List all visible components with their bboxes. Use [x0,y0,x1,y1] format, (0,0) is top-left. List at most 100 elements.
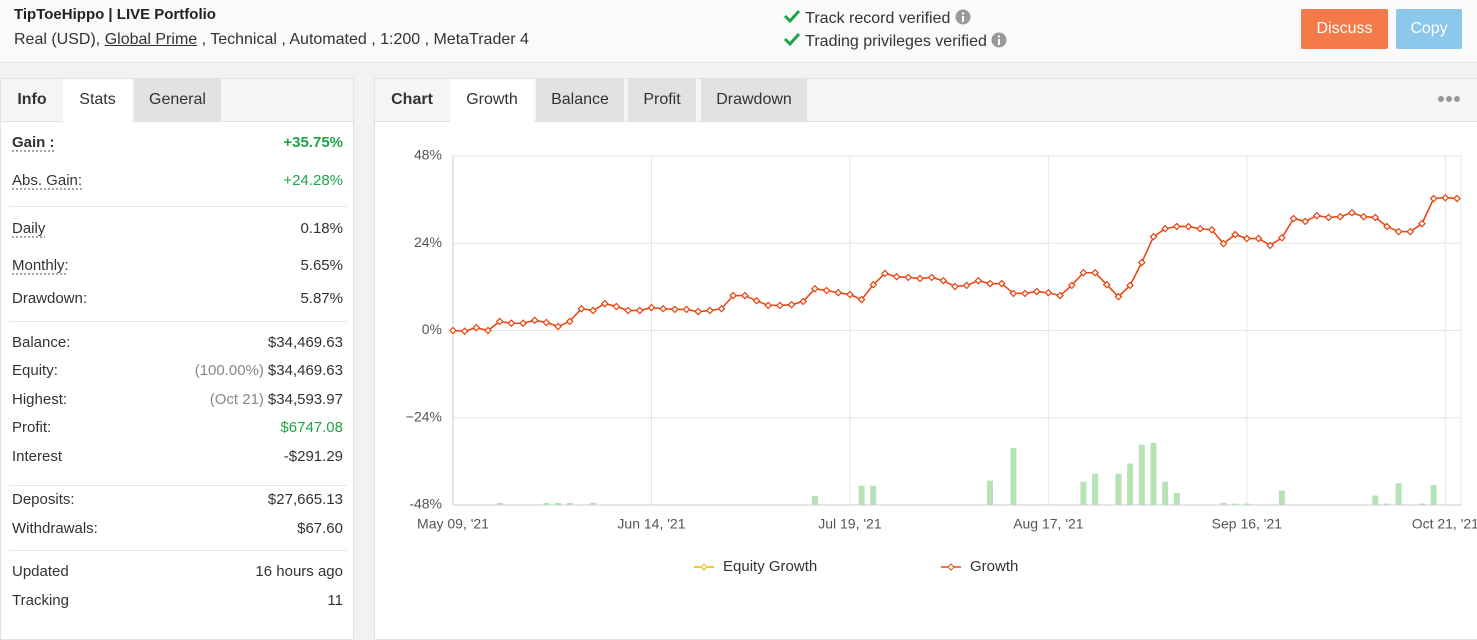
point [846,290,854,299]
point [799,297,808,306]
more-menu[interactable] [1437,95,1461,103]
separator [9,485,347,486]
point [1079,268,1088,277]
point [787,300,796,309]
discuss-button[interactable]: Discuss [1301,9,1388,49]
point [1453,194,1461,203]
y-tick-label: -48% [409,496,442,512]
stat-value-wrap: $6747.08 [280,416,343,440]
tab[interactable]: General [134,79,221,121]
point [869,280,878,289]
point [705,306,714,315]
bar [1430,485,1437,505]
x-tick-label: Aug 17, '21 [1013,516,1084,532]
point [600,299,609,308]
point [1231,230,1240,239]
tab[interactable]: Balance [536,79,624,121]
point [1418,219,1426,228]
point [892,272,901,281]
point [1137,258,1146,267]
point [1207,225,1216,234]
point [1324,213,1333,222]
stat-value: -$291.29 [283,448,343,465]
point [904,273,913,282]
stat-label: Gain : [12,134,55,151]
bar [1010,447,1017,505]
stat-value: 0.18% [300,220,343,237]
bar [566,502,573,505]
account: Real (USD), [14,31,101,48]
point [1102,280,1111,289]
point [670,305,679,314]
point [986,279,994,288]
stat-value-wrap: (100.00%) $34,469.63 [195,359,343,383]
point [939,276,948,285]
stat-value: $34,469.63 [267,334,343,351]
info-icon[interactable] [991,32,1007,48]
legend-marker [947,563,955,571]
point [1126,281,1134,290]
bar [590,502,597,505]
point [752,296,761,305]
stat-row: Highest: (Oct 21) $34,593.97 [12,388,343,412]
tab[interactable]: Info [17,91,47,108]
stat-label: Withdrawals: [12,520,98,537]
stat-label: Updated [12,563,69,580]
stat-row: Interest -$291.29 [12,445,343,469]
stat-label: Highest: [12,391,68,408]
verified-item: Track record verified [783,7,1007,30]
point [1313,211,1321,220]
tab[interactable]: Profit [628,79,696,121]
verified-text: Track record verified [805,10,951,27]
point [729,291,738,300]
stat-value-wrap: 11 [327,589,343,613]
stat-note: (Oct 21) [209,391,264,408]
stat-value: $67.60 [297,520,343,537]
bar [1278,490,1285,505]
point [1289,214,1298,223]
copy-button[interactable]: Copy [1396,9,1462,49]
point [1383,222,1391,231]
info-icon[interactable] [955,9,971,25]
point [1336,212,1345,221]
stat-row: Monthly: 5.65% [12,254,343,278]
check-icon [783,32,801,47]
stat-value-wrap: -$291.29 [284,445,343,469]
bar [555,502,562,505]
chart-label: Chart [391,91,433,108]
verified-text: Trading privileges verified [805,33,987,50]
point [507,319,516,328]
point [1278,233,1286,242]
point [1406,227,1415,236]
bar [1220,502,1227,505]
point [1254,234,1263,243]
stat-row: Updated 16 hours ago [12,560,343,584]
legend-label[interactable]: Growth [970,558,1018,575]
bar [543,502,550,505]
tab-active[interactable]: Growth [450,79,534,122]
stat-row: Drawdown: 5.87% [12,287,343,311]
stat-value: 5.87% [300,290,343,307]
stat-label: Drawdown: [12,290,88,307]
point [519,319,527,328]
tab-active[interactable]: Stats [63,79,132,122]
bar [1162,481,1169,505]
point [1044,288,1053,297]
stat-note: (100.00%) [194,362,264,379]
bar [811,495,818,505]
stat-label: Tracking [12,592,69,609]
broker-link[interactable]: Global Prime [104,31,198,48]
legend-marker [700,563,708,571]
legend-label[interactable]: Equity Growth [723,558,817,575]
point [1196,224,1205,233]
stats-panel: Info Stats General Gain : +35.75% Abs. Gai… [0,78,354,640]
point [554,322,562,331]
tab[interactable]: Drawdown [701,79,807,121]
point [460,327,469,336]
point [741,291,749,300]
stat-label: Interest [12,448,63,465]
point [1009,289,1018,298]
title: TipToeHippo | LIVE Portfolio [14,6,216,23]
bar [1418,503,1425,505]
point [530,316,539,325]
